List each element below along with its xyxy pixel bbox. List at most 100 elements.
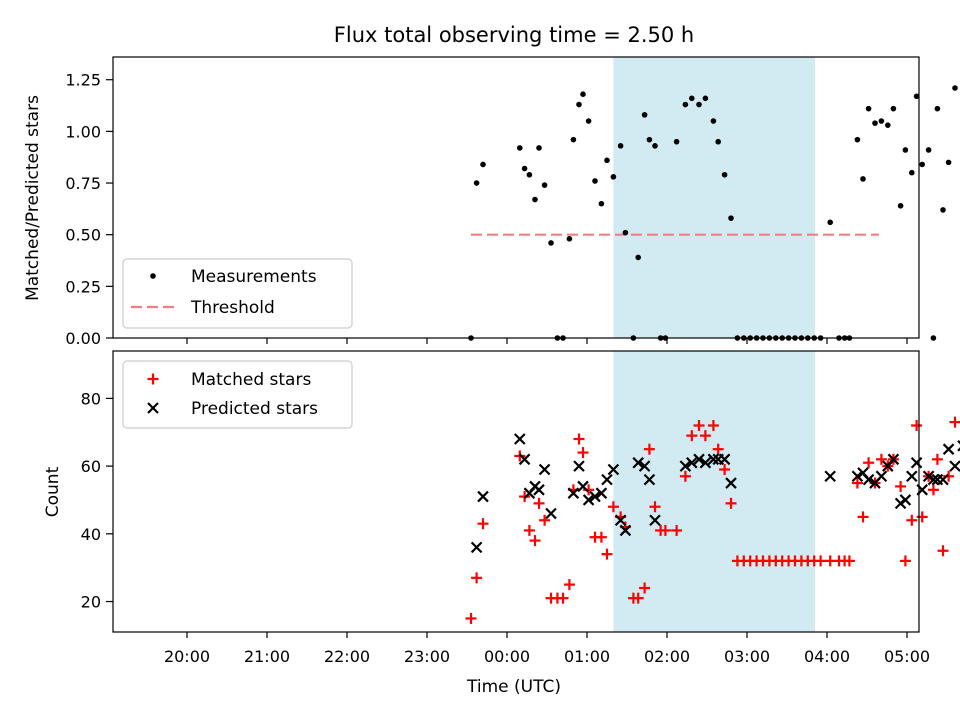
predicted-star-point (518, 453, 531, 466)
legend-top: Measurements Threshold (122, 258, 353, 329)
predicted-star-point (577, 480, 589, 493)
measurement-point (521, 165, 528, 172)
y-tick-label: 20 (81, 593, 101, 612)
measurement-point (930, 335, 937, 341)
measurement-point (940, 207, 946, 213)
matched-star-point (601, 548, 613, 560)
predicted-star-point (707, 453, 720, 466)
matched-star-point (815, 555, 827, 567)
measurement-point (585, 118, 592, 124)
matched-star-point (607, 501, 619, 513)
measurement-point (541, 182, 548, 188)
measurement-point (517, 145, 523, 151)
measurement-point (580, 91, 586, 97)
measurement-point (952, 85, 958, 91)
measurement-point (702, 95, 709, 102)
predicted-star-point (632, 456, 644, 469)
count-panel: 20 40 60 80 20:00 21:00 22:00 23:00 00:00 01:00 0… (43, 350, 960, 697)
measurement-point (913, 93, 920, 100)
matched-star-point (465, 612, 477, 624)
matched-star-point (539, 514, 551, 526)
matched-star-point (643, 443, 655, 455)
matched-star-point (632, 592, 644, 604)
measurement-point (604, 157, 610, 164)
y-tick-label: 80 (81, 389, 101, 408)
plot-frame-bottom (112, 350, 920, 633)
matched-star-point (693, 419, 705, 431)
x-axis-label: Time (UTC) (466, 677, 561, 697)
ratio-panel: 0.00 0.25 0.50 0.75 1.00 1.25 Matched/Predict… (23, 56, 958, 348)
y-tick-label: 0.75 (65, 174, 101, 193)
y-axis-ticks: 0.00 0.25 0.50 0.75 1.00 1.25 (65, 71, 113, 348)
predicted-star-point (538, 463, 551, 476)
matched-star-point (649, 501, 661, 513)
predicted-star-point (514, 433, 526, 445)
predicted-star-point (906, 470, 918, 483)
legend-marker-measurements (150, 273, 156, 279)
predicted-star-point (910, 456, 923, 469)
measurement-point (827, 219, 833, 226)
matched-star-point (725, 497, 737, 509)
x-tick-label: 02:00 (644, 647, 690, 666)
matched-star-point (679, 470, 691, 482)
plot-frame-top (112, 56, 920, 339)
legend-box (122, 258, 353, 329)
x-tick-label: 01:00 (564, 647, 610, 666)
legend-label-predicted: Predicted stars (191, 399, 318, 419)
legend-label-matched: Matched stars (191, 370, 311, 390)
matched-star-point (671, 524, 683, 536)
matched-star-point (595, 531, 607, 543)
measurement-point (925, 147, 932, 153)
measurement-point (909, 169, 915, 176)
measurement-point (710, 118, 717, 124)
predicted-star-point (582, 494, 595, 506)
measurement-point (480, 161, 486, 168)
matched-star-point (529, 535, 541, 547)
x-tick-label: 04:00 (804, 647, 850, 666)
x-tick-label: 03:00 (724, 647, 770, 666)
measurement-point (592, 178, 598, 184)
x-tick-label: 23:00 (404, 647, 450, 666)
predicted-star-point (619, 524, 632, 537)
measurement-point (652, 143, 658, 149)
x-tick-label: 22:00 (324, 647, 370, 666)
predicted-star-point (875, 470, 888, 483)
y-tick-label: 1.00 (65, 122, 101, 141)
predicted-star-point (533, 484, 545, 496)
matched-star-point (557, 592, 569, 604)
predicted-star-point (589, 490, 601, 503)
measurement-point (532, 196, 538, 203)
measurement-point (689, 95, 695, 102)
predicted-star-point (824, 470, 836, 483)
y-tick-label: 60 (81, 457, 101, 476)
predicted-star-point (862, 473, 875, 486)
predicted-star-point (470, 541, 483, 554)
matched-star-point (477, 518, 489, 530)
predicted-star-point (725, 477, 737, 489)
measurement-point (715, 138, 721, 145)
matched-star-point (931, 453, 943, 465)
matched-star-point (857, 511, 869, 523)
matched-star-point (707, 419, 719, 431)
matched-star-point (699, 430, 711, 442)
matched-star-point (863, 457, 875, 469)
matched-star-point (686, 430, 698, 442)
measurement-point (617, 143, 624, 149)
measurement-point (854, 136, 861, 143)
predicted-star-point (887, 453, 900, 466)
measurement-point (682, 101, 689, 108)
measurement-point (622, 229, 629, 236)
predicted-star-point (949, 460, 960, 472)
matched-star-point (573, 433, 585, 445)
matched-star-point (911, 419, 923, 431)
measurement-point (570, 136, 577, 143)
predicted-star-point (679, 460, 692, 472)
predicted-star-point (718, 453, 731, 466)
x-tick-label: 20:00 (164, 647, 210, 666)
predicted-star-point (693, 453, 705, 466)
measurement-point (890, 105, 897, 112)
matched-star-point (899, 555, 911, 567)
matched-star-point (659, 524, 671, 536)
